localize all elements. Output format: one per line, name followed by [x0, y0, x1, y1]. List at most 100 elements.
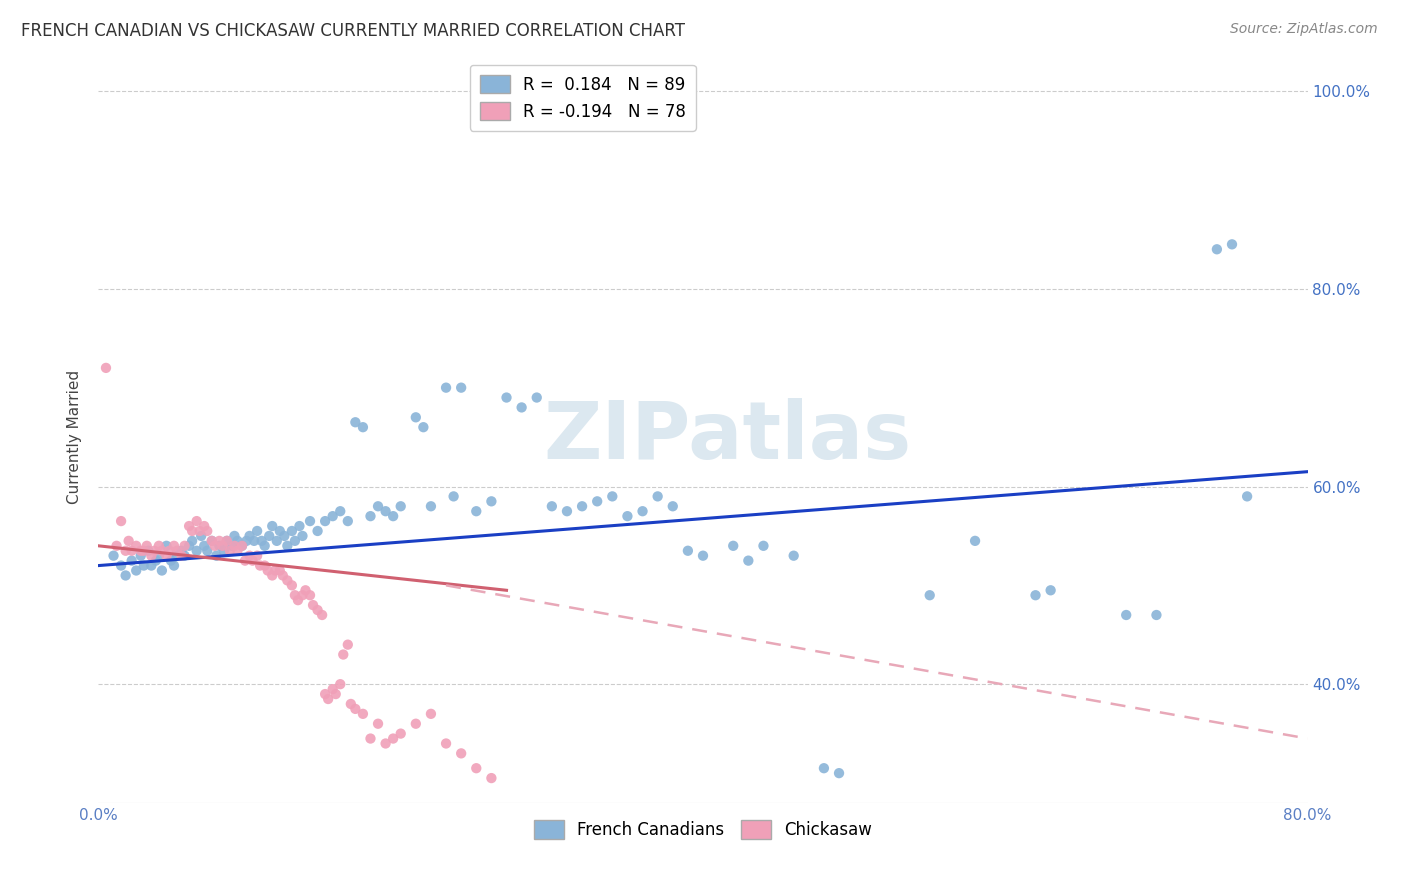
Point: [212, 543, 235, 558]
Point: [302, 598, 325, 612]
Text: ZIPatlas: ZIPatlas: [543, 398, 911, 476]
Point: [150, 543, 173, 558]
Point: [332, 648, 354, 662]
Point: [723, 539, 745, 553]
Point: [314, 514, 336, 528]
Point: [382, 509, 405, 524]
Point: [160, 554, 183, 568]
Point: [148, 539, 170, 553]
Point: [110, 558, 132, 573]
Point: [420, 706, 443, 721]
Point: [226, 533, 249, 548]
Point: [382, 731, 405, 746]
Point: [163, 558, 186, 573]
Point: [647, 489, 669, 503]
Point: [215, 533, 238, 548]
Point: [188, 524, 211, 538]
Point: [143, 543, 166, 558]
Point: [246, 524, 269, 538]
Point: [114, 543, 136, 558]
Point: [246, 549, 269, 563]
Point: [412, 420, 434, 434]
Point: [329, 677, 352, 691]
Point: [219, 543, 242, 558]
Point: [208, 539, 231, 553]
Point: [105, 539, 128, 553]
Point: [526, 391, 548, 405]
Point: [262, 568, 284, 582]
Y-axis label: Currently Married: Currently Married: [67, 370, 83, 504]
Point: [288, 519, 311, 533]
Point: [155, 549, 177, 563]
Point: [420, 500, 443, 514]
Point: [253, 539, 276, 553]
Point: [166, 543, 188, 558]
Point: [481, 494, 503, 508]
Point: [1144, 607, 1167, 622]
Legend: French Canadians, Chickasaw: French Canadians, Chickasaw: [527, 814, 879, 846]
Point: [307, 524, 329, 538]
Point: [129, 543, 152, 558]
Point: [205, 549, 228, 563]
Point: [150, 564, 173, 578]
Point: [510, 401, 533, 415]
Point: [1220, 237, 1243, 252]
Point: [389, 726, 412, 740]
Point: [307, 603, 329, 617]
Point: [555, 504, 578, 518]
Point: [186, 514, 208, 528]
Point: [616, 509, 638, 524]
Point: [294, 583, 316, 598]
Point: [450, 381, 472, 395]
Point: [276, 574, 298, 588]
Point: [813, 761, 835, 775]
Point: [231, 539, 253, 553]
Point: [181, 533, 204, 548]
Point: [239, 549, 262, 563]
Point: [148, 549, 170, 563]
Point: [201, 533, 224, 548]
Point: [186, 543, 208, 558]
Point: [195, 524, 218, 538]
Point: [434, 737, 457, 751]
Point: [316, 692, 339, 706]
Point: [94, 360, 117, 375]
Point: [235, 533, 257, 548]
Point: [170, 543, 193, 558]
Point: [269, 524, 291, 538]
Point: [190, 529, 212, 543]
Point: [155, 539, 177, 553]
Point: [136, 543, 159, 558]
Point: [284, 588, 307, 602]
Point: [1206, 242, 1229, 256]
Text: FRENCH CANADIAN VS CHICKASAW CURRENTLY MARRIED CORRELATION CHART: FRENCH CANADIAN VS CHICKASAW CURRENTLY M…: [21, 22, 685, 40]
Point: [257, 529, 280, 543]
Point: [253, 558, 276, 573]
Point: [291, 529, 314, 543]
Point: [405, 716, 427, 731]
Point: [692, 549, 714, 563]
Point: [141, 558, 163, 573]
Point: [329, 504, 352, 518]
Point: [676, 543, 699, 558]
Point: [752, 539, 775, 553]
Point: [125, 539, 148, 553]
Point: [256, 564, 278, 578]
Point: [159, 543, 181, 558]
Point: [145, 554, 167, 568]
Point: [250, 533, 273, 548]
Point: [121, 543, 143, 558]
Point: [352, 420, 374, 434]
Point: [631, 504, 654, 518]
Point: [344, 702, 367, 716]
Point: [215, 533, 238, 548]
Point: [1236, 489, 1258, 503]
Point: [783, 549, 806, 563]
Point: [193, 539, 215, 553]
Point: [465, 761, 488, 775]
Point: [170, 549, 193, 563]
Point: [360, 509, 382, 524]
Point: [828, 766, 851, 780]
Point: [374, 504, 396, 518]
Point: [465, 504, 488, 518]
